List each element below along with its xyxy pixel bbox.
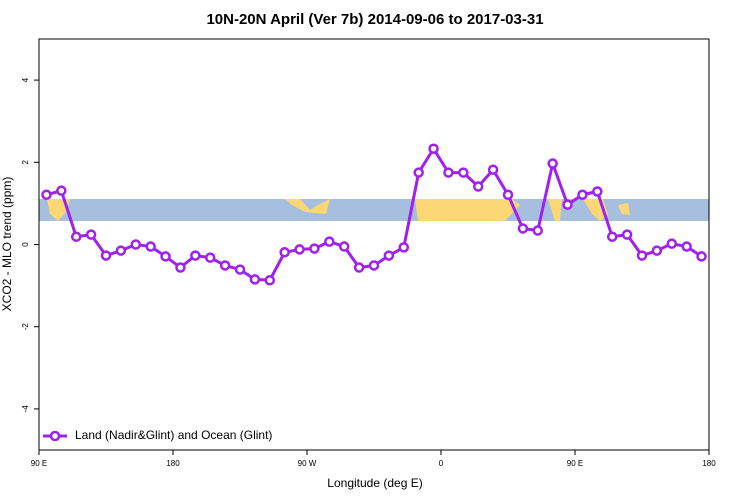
data-point xyxy=(428,143,439,154)
x-tick-label: 90 E xyxy=(567,459,583,468)
y-tick-label: -4 xyxy=(21,405,30,413)
data-point xyxy=(666,238,678,249)
data-point xyxy=(145,241,156,252)
data-point xyxy=(651,245,663,256)
ocean-band xyxy=(39,199,709,221)
x-tick-label: 90 W xyxy=(298,459,317,468)
map-band xyxy=(39,199,709,221)
data-point xyxy=(592,186,603,197)
data-point xyxy=(532,225,544,236)
land xyxy=(618,203,630,215)
data-point xyxy=(577,189,588,201)
data-point xyxy=(681,241,692,252)
data-point xyxy=(696,251,707,262)
y-tick-label: 0 xyxy=(21,242,30,247)
data-point xyxy=(443,167,454,178)
data-point xyxy=(294,244,305,255)
data-point xyxy=(606,231,618,242)
y-tick-label: -2 xyxy=(21,323,30,331)
data-point xyxy=(502,189,514,201)
legend-marker xyxy=(49,430,61,442)
land xyxy=(285,199,330,214)
data-point xyxy=(100,250,112,261)
data-point xyxy=(160,251,171,262)
data-point xyxy=(413,167,424,178)
y-tick-label: 4 xyxy=(21,77,30,82)
data-point xyxy=(264,275,276,286)
data-point xyxy=(487,164,499,175)
data-point xyxy=(249,274,261,285)
land xyxy=(548,199,562,221)
y-axis-label: XCO2 - MLO trend (ppm) xyxy=(0,177,14,312)
data-point xyxy=(115,245,127,256)
data-point xyxy=(368,260,380,271)
data-point xyxy=(219,260,231,271)
data-point xyxy=(562,199,573,210)
data-point xyxy=(204,252,216,263)
data-point xyxy=(338,241,350,252)
data-point xyxy=(621,229,633,240)
x-tick-label: 180 xyxy=(166,459,180,468)
x-axis-label: Longitude (deg E) xyxy=(327,476,422,490)
legend-label: Land (Nadir&Glint) and Ocean (Glint) xyxy=(75,428,272,442)
data-point xyxy=(279,247,290,258)
data-point xyxy=(56,185,67,196)
data-point xyxy=(130,239,142,250)
data-point xyxy=(636,250,648,261)
x-tick-label: 180 xyxy=(702,459,716,468)
data-point xyxy=(458,167,469,178)
data-point xyxy=(324,236,335,247)
data-point xyxy=(472,181,484,192)
data-point xyxy=(547,158,558,169)
data-point xyxy=(175,262,186,273)
data-point xyxy=(517,223,529,234)
data-point xyxy=(190,250,201,261)
data-point xyxy=(41,189,52,201)
data-point xyxy=(70,231,82,242)
chart-title: 10N-20N April (Ver 7b) 2014-09-06 to 201… xyxy=(206,11,543,28)
data-point xyxy=(383,250,395,261)
data-point xyxy=(85,229,97,240)
data-point xyxy=(353,262,365,273)
x-tick-label: 90 E xyxy=(31,459,47,468)
y-tick-label: 2 xyxy=(21,160,30,165)
x-tick-label: 0 xyxy=(439,459,444,468)
land xyxy=(415,199,520,221)
data-point xyxy=(398,242,410,253)
data-point xyxy=(309,243,320,254)
data-point xyxy=(234,264,246,275)
